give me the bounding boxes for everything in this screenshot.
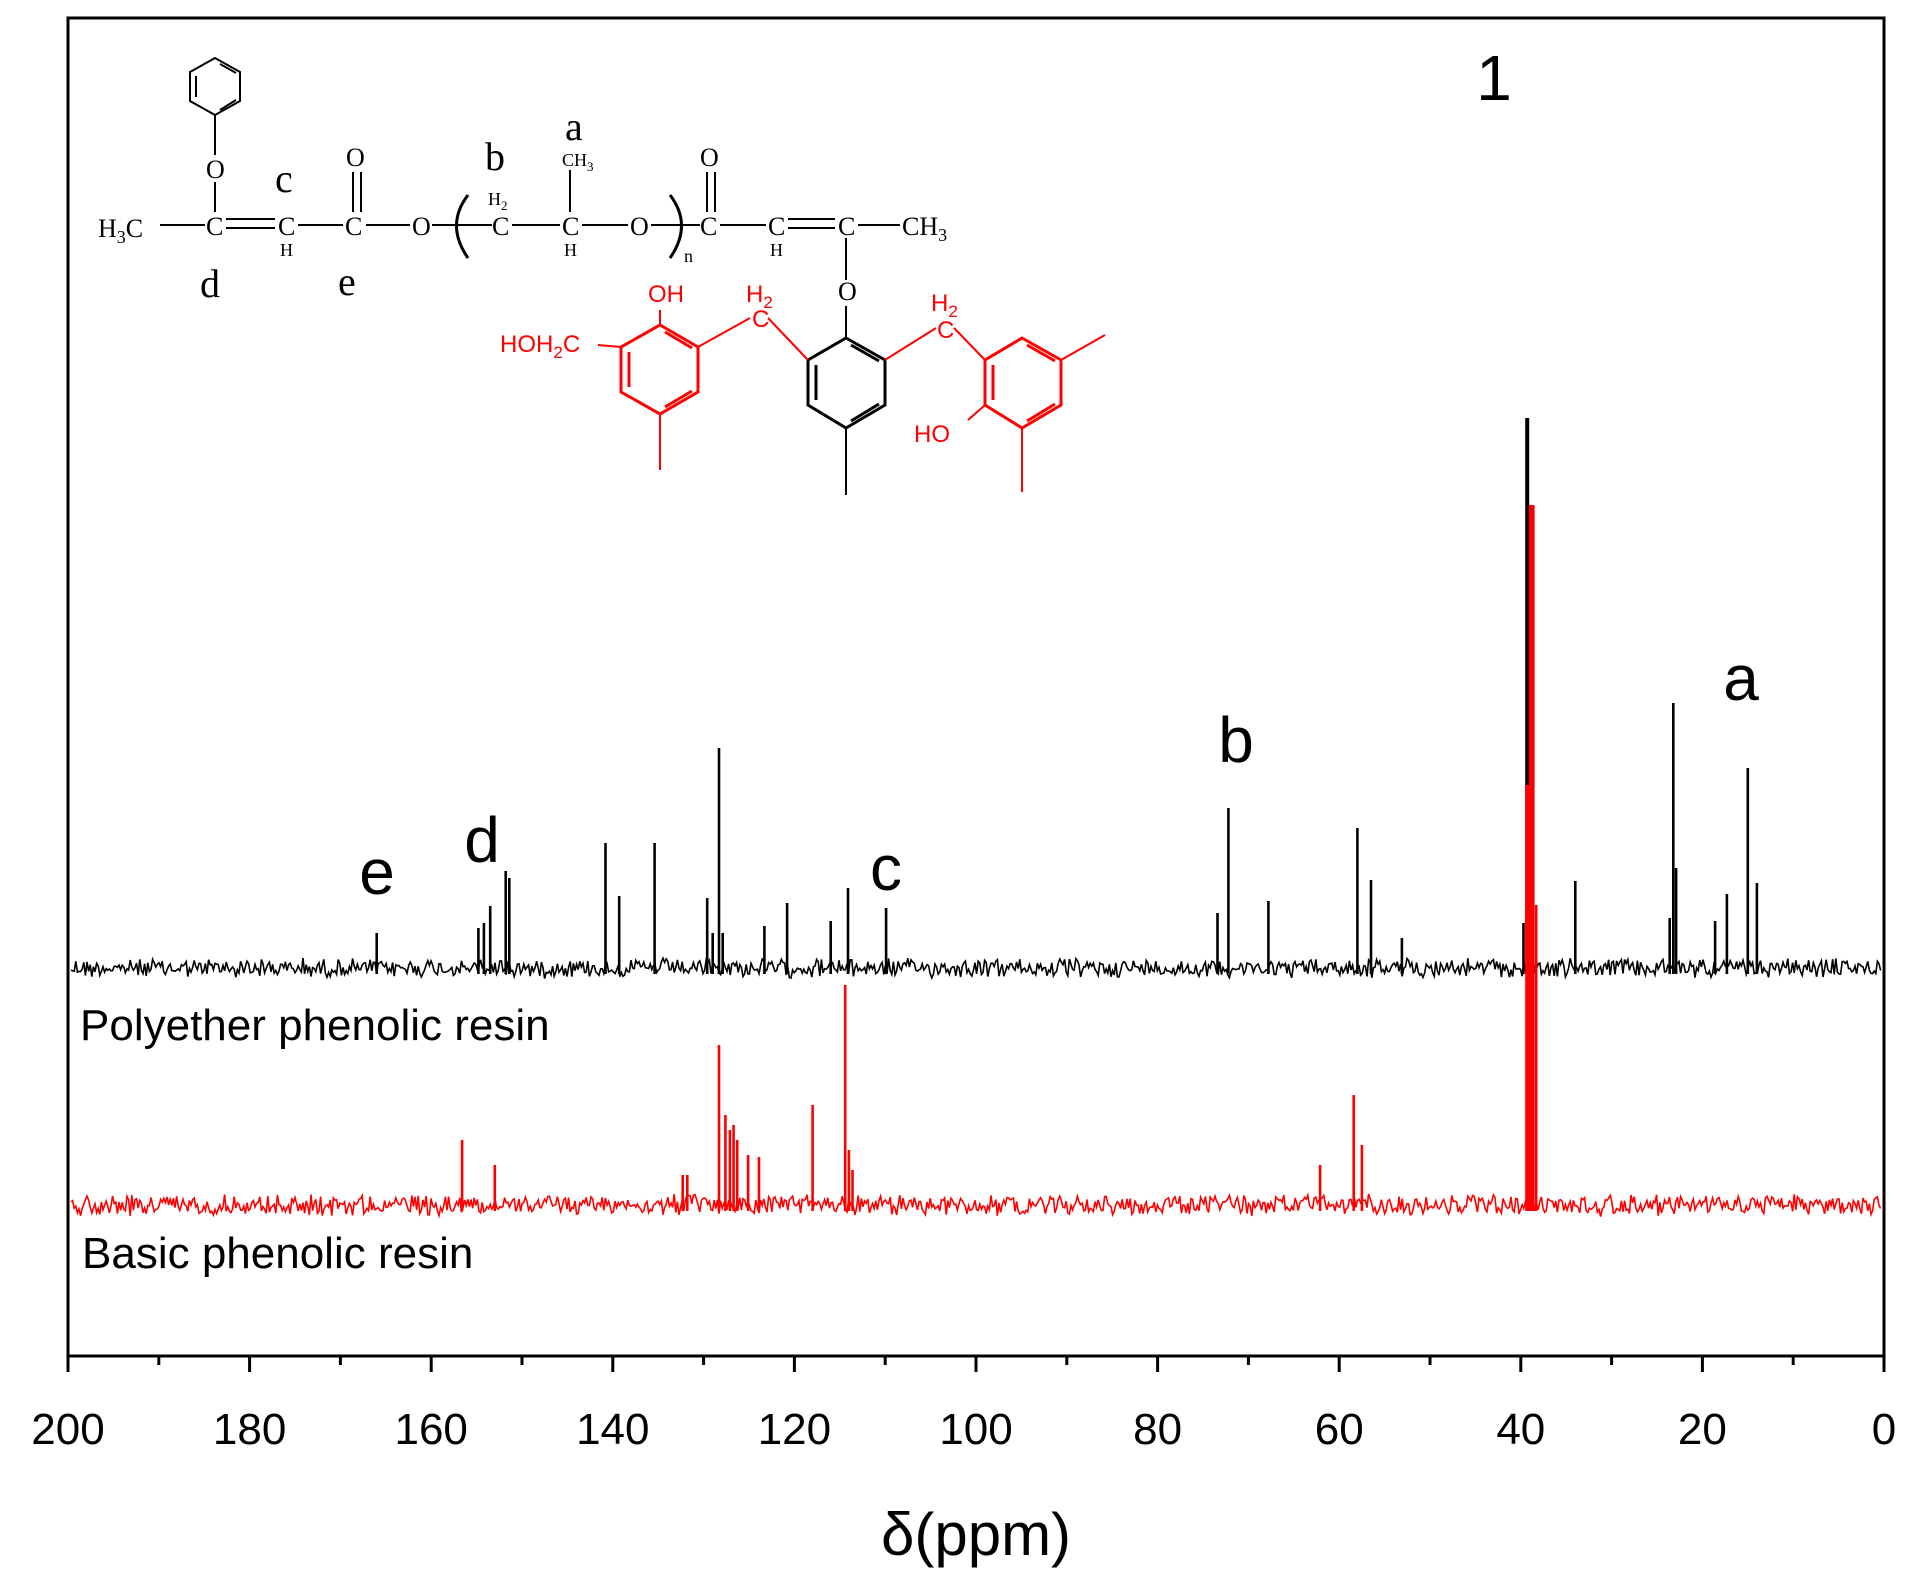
bridge-bond <box>767 317 809 361</box>
hydrogen: H <box>564 240 577 260</box>
structure-letter-a: a <box>565 104 583 149</box>
series-label-polyether: Polyether phenolic resin <box>80 1001 550 1050</box>
methyl-bond <box>1060 334 1106 361</box>
series-layer <box>70 418 1882 1219</box>
left-phenol-ring <box>619 323 700 416</box>
oxygen-atom: O <box>206 155 225 184</box>
x-axis: 200 180 160 140 120 100 80 60 40 20 0 <box>31 1356 1896 1454</box>
structure-letter-b: b <box>485 134 505 179</box>
bridge-h2: H2 <box>931 290 958 321</box>
carbon-e: C <box>345 212 362 241</box>
ch3-label: CH3 <box>562 150 594 174</box>
phenyl-double-bond <box>219 99 237 111</box>
phenyl-double-bond <box>219 63 237 74</box>
x-tick-label: 0 <box>1872 1405 1896 1454</box>
structure-letter-e: e <box>338 259 356 304</box>
oh-bond <box>967 404 986 421</box>
ch2oh-bond <box>597 344 622 348</box>
ch3-group: CH3 <box>902 212 947 245</box>
right-phenol-ring <box>983 336 1063 430</box>
carbonyl-oxygen: O <box>700 143 719 172</box>
bridge-bond <box>884 327 937 361</box>
ring-double-bond <box>850 343 880 363</box>
carbon-b: C <box>492 212 509 241</box>
peak-label-e: e <box>359 836 395 908</box>
hydrogen: H <box>280 240 293 260</box>
x-tick-label: 200 <box>31 1405 104 1454</box>
carbon-a: C <box>562 212 579 241</box>
bridge-bond <box>953 327 986 361</box>
x-tick-label: 40 <box>1496 1405 1545 1454</box>
series-baseline-polyether <box>70 956 1882 981</box>
carbon: C <box>700 212 717 241</box>
x-tick-label: 140 <box>576 1405 649 1454</box>
carbonyl-oxygen: O <box>346 143 365 172</box>
chemical-structure: O H3C C C H C O O C H2 C H CH3 O n C O <box>98 56 1106 495</box>
h3c-group: H3C <box>98 214 143 247</box>
series-label-basic: Basic phenolic resin <box>82 1229 473 1278</box>
series-baseline-basic <box>70 1192 1882 1219</box>
bridge-bond <box>697 317 751 348</box>
x-tick-label: 100 <box>939 1405 1012 1454</box>
hoh2c-label: HOH2C <box>500 331 580 362</box>
bridge-carbon: C <box>937 317 954 344</box>
repeat-bracket-right <box>668 194 683 259</box>
carbon: C <box>768 212 785 241</box>
ester-oxygen: O <box>412 212 431 241</box>
plot-frame <box>66 16 1886 1358</box>
central-ring <box>806 336 887 430</box>
peak-label-a: a <box>1723 642 1759 714</box>
x-tick-label: 80 <box>1133 1405 1182 1454</box>
bridge-h2: H2 <box>746 281 773 312</box>
x-tick-label: 20 <box>1678 1405 1727 1454</box>
structure-letter-d: d <box>200 261 220 306</box>
h2-label: H2 <box>488 189 508 213</box>
peak-label-1: 1 <box>1476 42 1512 114</box>
repeat-bracket-left <box>455 194 470 259</box>
bridge-carbon: C <box>752 306 769 333</box>
ring-double-bond <box>850 402 880 423</box>
x-tick-label: 120 <box>758 1405 831 1454</box>
x-tick-label: 60 <box>1315 1405 1364 1454</box>
carbon-d: C <box>206 212 223 241</box>
x-axis-title: δ(ppm) <box>881 1501 1071 1568</box>
peak-label-c: c <box>870 832 902 904</box>
oh-label: OH <box>648 281 684 308</box>
hydrogen: H <box>770 240 783 260</box>
aryl-ether-oxygen: O <box>838 277 857 306</box>
x-tick-label: 180 <box>213 1405 286 1454</box>
peak-label-d: d <box>464 804 500 876</box>
peak-label-b: b <box>1218 704 1254 776</box>
structure-letter-c: c <box>275 156 293 201</box>
x-tick-label: 160 <box>394 1405 467 1454</box>
repeat-n: n <box>684 246 693 266</box>
ho-label: HO <box>914 421 950 448</box>
carbon: C <box>838 212 855 241</box>
carbon-c: C <box>278 212 295 241</box>
phenyl-ring <box>189 56 241 117</box>
ether-oxygen: O <box>630 212 649 241</box>
